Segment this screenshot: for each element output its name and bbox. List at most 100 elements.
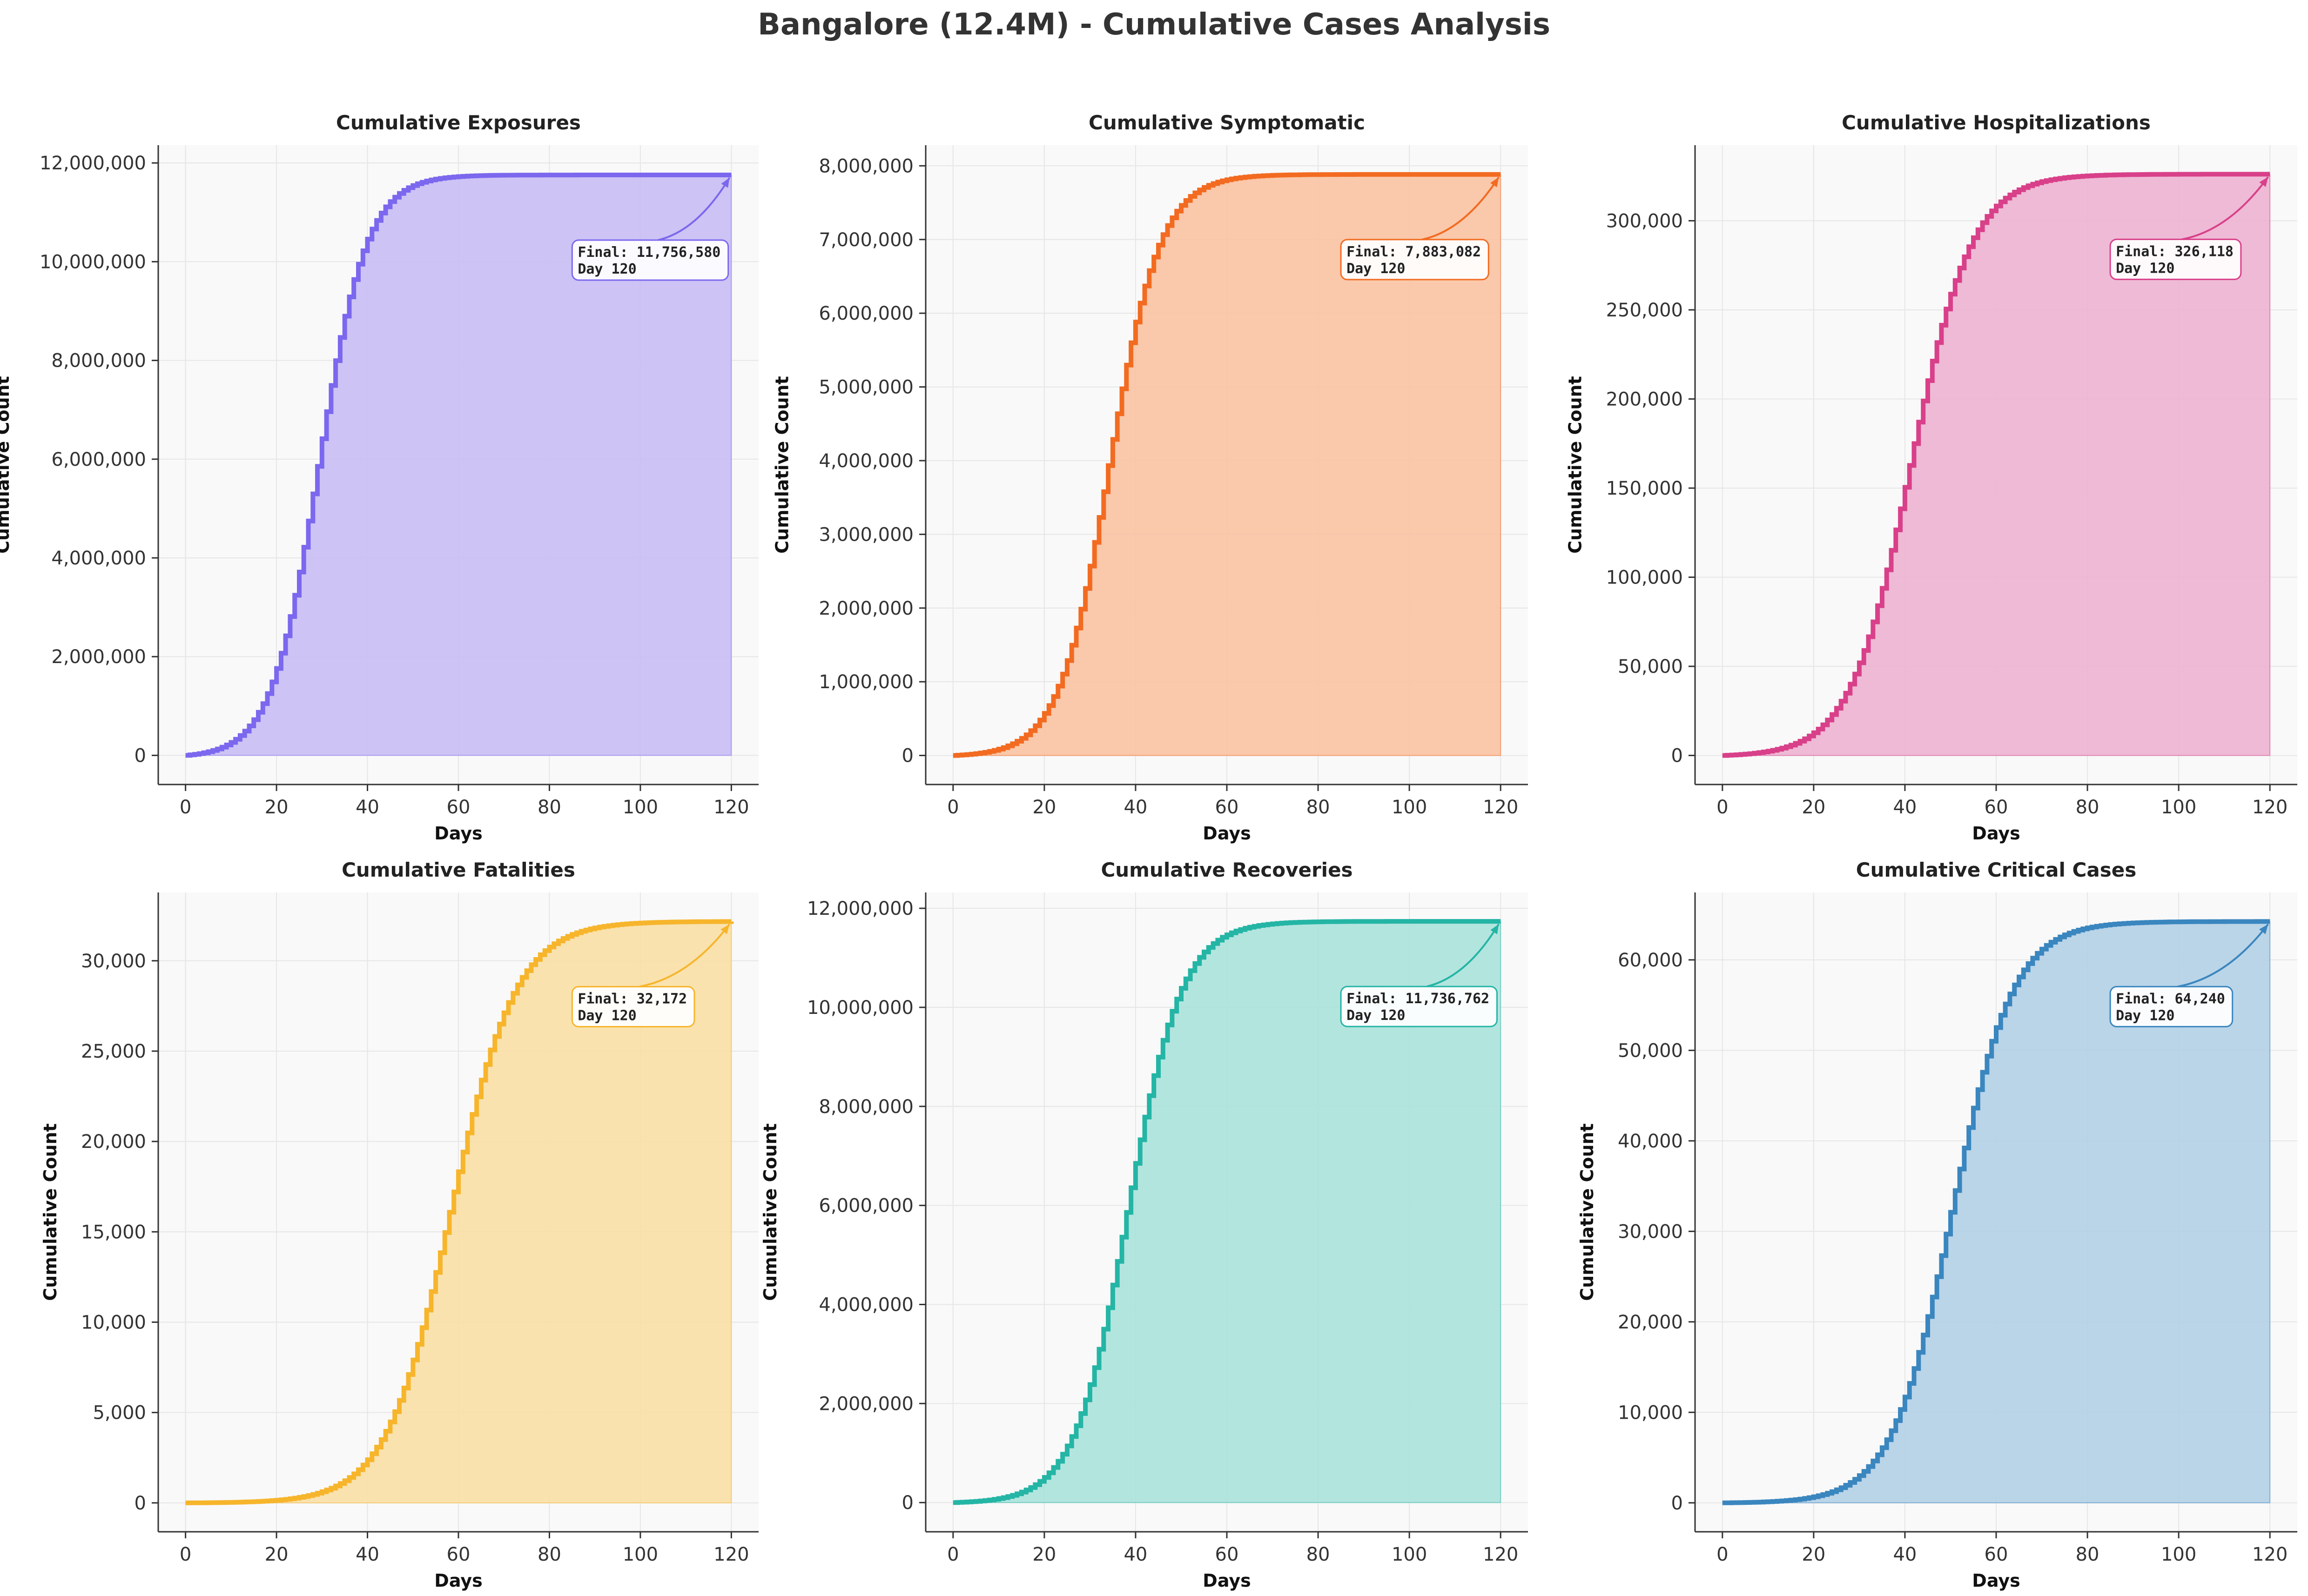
annotation-final-day: Day 120 xyxy=(2116,260,2174,276)
x-tick-label: 60 xyxy=(1215,797,1239,818)
x-tick-label: 80 xyxy=(1306,1544,1330,1565)
y-tick-label: 25,000 xyxy=(81,1041,146,1062)
x-tick-label: 120 xyxy=(2252,1544,2288,1565)
y-tick-label: 30,000 xyxy=(1618,1221,1683,1242)
x-tick-label: 20 xyxy=(1032,797,1056,818)
y-tick-label: 60,000 xyxy=(1618,950,1683,971)
x-tick-label: 120 xyxy=(713,797,749,818)
y-tick-label: 4,000,000 xyxy=(51,548,146,569)
annotation-arrowhead xyxy=(2259,177,2268,187)
annotation-final-value: Final: 11,736,762 xyxy=(1346,991,1489,1007)
x-tick-label: 80 xyxy=(2076,797,2099,818)
x-tick-label: 40 xyxy=(1124,797,1147,818)
panel-title: Cumulative Exposures xyxy=(336,111,581,134)
y-tick-label: 10,000,000 xyxy=(807,997,914,1019)
x-tick-label: 100 xyxy=(1392,797,1427,818)
annotation-final-day: Day 120 xyxy=(578,261,636,277)
x-tick-label: 20 xyxy=(1802,1544,1825,1565)
y-tick-label: 8,000,000 xyxy=(819,155,914,177)
x-tick-label: 100 xyxy=(623,797,658,818)
x-tick-label: 100 xyxy=(623,1544,658,1565)
y-tick-label: 20,000 xyxy=(81,1131,146,1153)
y-tick-label: 0 xyxy=(902,1492,914,1514)
annotation-final-value: Final: 7,883,082 xyxy=(1346,244,1481,260)
y-tick-label: 300,000 xyxy=(1606,210,1683,232)
annotation-final-day: Day 120 xyxy=(2116,1007,2174,1024)
y-tick-label: 0 xyxy=(135,1493,146,1514)
x-tick-label: 40 xyxy=(1893,797,1917,818)
x-tick-label: 120 xyxy=(713,1544,749,1565)
y-tick-label: 2,000,000 xyxy=(819,598,914,619)
x-tick-label: 40 xyxy=(356,797,379,818)
y-tick-label: 40,000 xyxy=(1618,1131,1683,1152)
y-tick-label: 3,000,000 xyxy=(819,524,914,545)
series-line xyxy=(185,919,734,1505)
x-tick-label: 0 xyxy=(1716,797,1728,818)
chart-panel-symptomatic: 0 20 40 60 80 100 120 0 1,000,000 2,000,000 3,000,… xyxy=(772,111,1528,844)
x-tick-label: 20 xyxy=(265,1544,289,1565)
x-tick-label: 0 xyxy=(180,1544,191,1565)
y-tick-label: 10,000 xyxy=(81,1312,146,1334)
chart-panel-exposures: 0 20 40 60 80 100 120 0 2,000,000 4,000,000 6,000,… xyxy=(0,111,759,844)
x-tick-label: 20 xyxy=(265,797,289,818)
y-tick-label: 10,000,000 xyxy=(40,251,146,273)
x-tick-label: 80 xyxy=(1306,797,1330,818)
annotation-box xyxy=(571,986,695,1027)
x-tick-label: 120 xyxy=(1483,1544,1518,1565)
x-tick-label: 100 xyxy=(2161,1544,2196,1565)
annotation-arrow xyxy=(1427,924,1500,988)
y-tick-label: 6,000,000 xyxy=(819,1195,914,1217)
x-tick-label: 60 xyxy=(1215,1544,1239,1565)
y-axis-label: Cumulative Count xyxy=(1577,1123,1597,1301)
annotation-final-day: Day 120 xyxy=(1346,261,1405,277)
y-tick-label: 250,000 xyxy=(1606,300,1683,321)
x-tick-label: 80 xyxy=(2076,1544,2099,1565)
series-line xyxy=(953,172,1501,758)
annotation-box xyxy=(2109,238,2242,280)
x-tick-label: 100 xyxy=(1392,1544,1427,1565)
x-tick-label: 120 xyxy=(2252,797,2288,818)
annotation-final-value: Final: 64,240 xyxy=(2116,991,2225,1007)
x-tick-label: 60 xyxy=(1985,797,2008,818)
y-tick-label: 100,000 xyxy=(1606,567,1683,589)
y-tick-label: 4,000,000 xyxy=(819,450,914,472)
series-line xyxy=(185,173,732,758)
x-tick-label: 0 xyxy=(947,1544,959,1565)
y-tick-label: 6,000,000 xyxy=(819,303,914,324)
annotation-final-day: Day 120 xyxy=(1346,1007,1405,1024)
x-tick-label: 0 xyxy=(180,797,191,818)
y-tick-label: 5,000,000 xyxy=(819,377,914,398)
y-axis-label: Cumulative Count xyxy=(40,1123,61,1301)
series-line xyxy=(1722,172,2270,758)
x-tick-label: 100 xyxy=(2161,797,2196,818)
x-tick-label: 80 xyxy=(538,797,561,818)
x-tick-label: 60 xyxy=(447,797,471,818)
annotation-arrowhead xyxy=(1490,177,1499,188)
x-axis-label: Days xyxy=(1203,823,1251,844)
chart-panel-hospitalizations: 0 20 40 60 80 100 120 0 50,000 100,000 150,000 200,… xyxy=(1565,111,2297,844)
panel-title: Cumulative Recoveries xyxy=(1101,858,1353,881)
y-tick-label: 50,000 xyxy=(1618,1040,1683,1061)
series-line xyxy=(953,919,1501,1505)
y-tick-label: 15,000 xyxy=(81,1221,146,1243)
annotation-arrow xyxy=(2177,924,2269,988)
y-tick-label: 6,000,000 xyxy=(51,449,146,470)
y-tick-label: 12,000,000 xyxy=(807,898,914,919)
annotation-box xyxy=(2109,986,2234,1027)
annotation-arrowhead xyxy=(721,178,730,188)
y-tick-label: 150,000 xyxy=(1606,478,1683,499)
annotation-box xyxy=(571,239,729,281)
chart-panel-critical-cases: 0 20 40 60 80 100 120 0 10,000 20,000 30,000 40,000… xyxy=(1577,858,2297,1591)
annotation-arrow xyxy=(658,177,731,241)
y-tick-label: 50,000 xyxy=(1618,656,1683,677)
annotation-final-value: Final: 11,756,580 xyxy=(578,244,720,261)
x-tick-label: 40 xyxy=(1893,1544,1917,1565)
annotation-arrow xyxy=(1422,176,1500,241)
panel-title: Cumulative Critical Cases xyxy=(1856,858,2136,881)
y-tick-label: 30,000 xyxy=(81,951,146,972)
y-tick-label: 20,000 xyxy=(1618,1312,1683,1333)
annotation-final-value: Final: 32,172 xyxy=(578,991,687,1007)
x-tick-label: 60 xyxy=(1985,1544,2008,1565)
x-tick-label: 120 xyxy=(1483,797,1518,818)
panel-title: Cumulative Hospitalizations xyxy=(1842,111,2151,134)
